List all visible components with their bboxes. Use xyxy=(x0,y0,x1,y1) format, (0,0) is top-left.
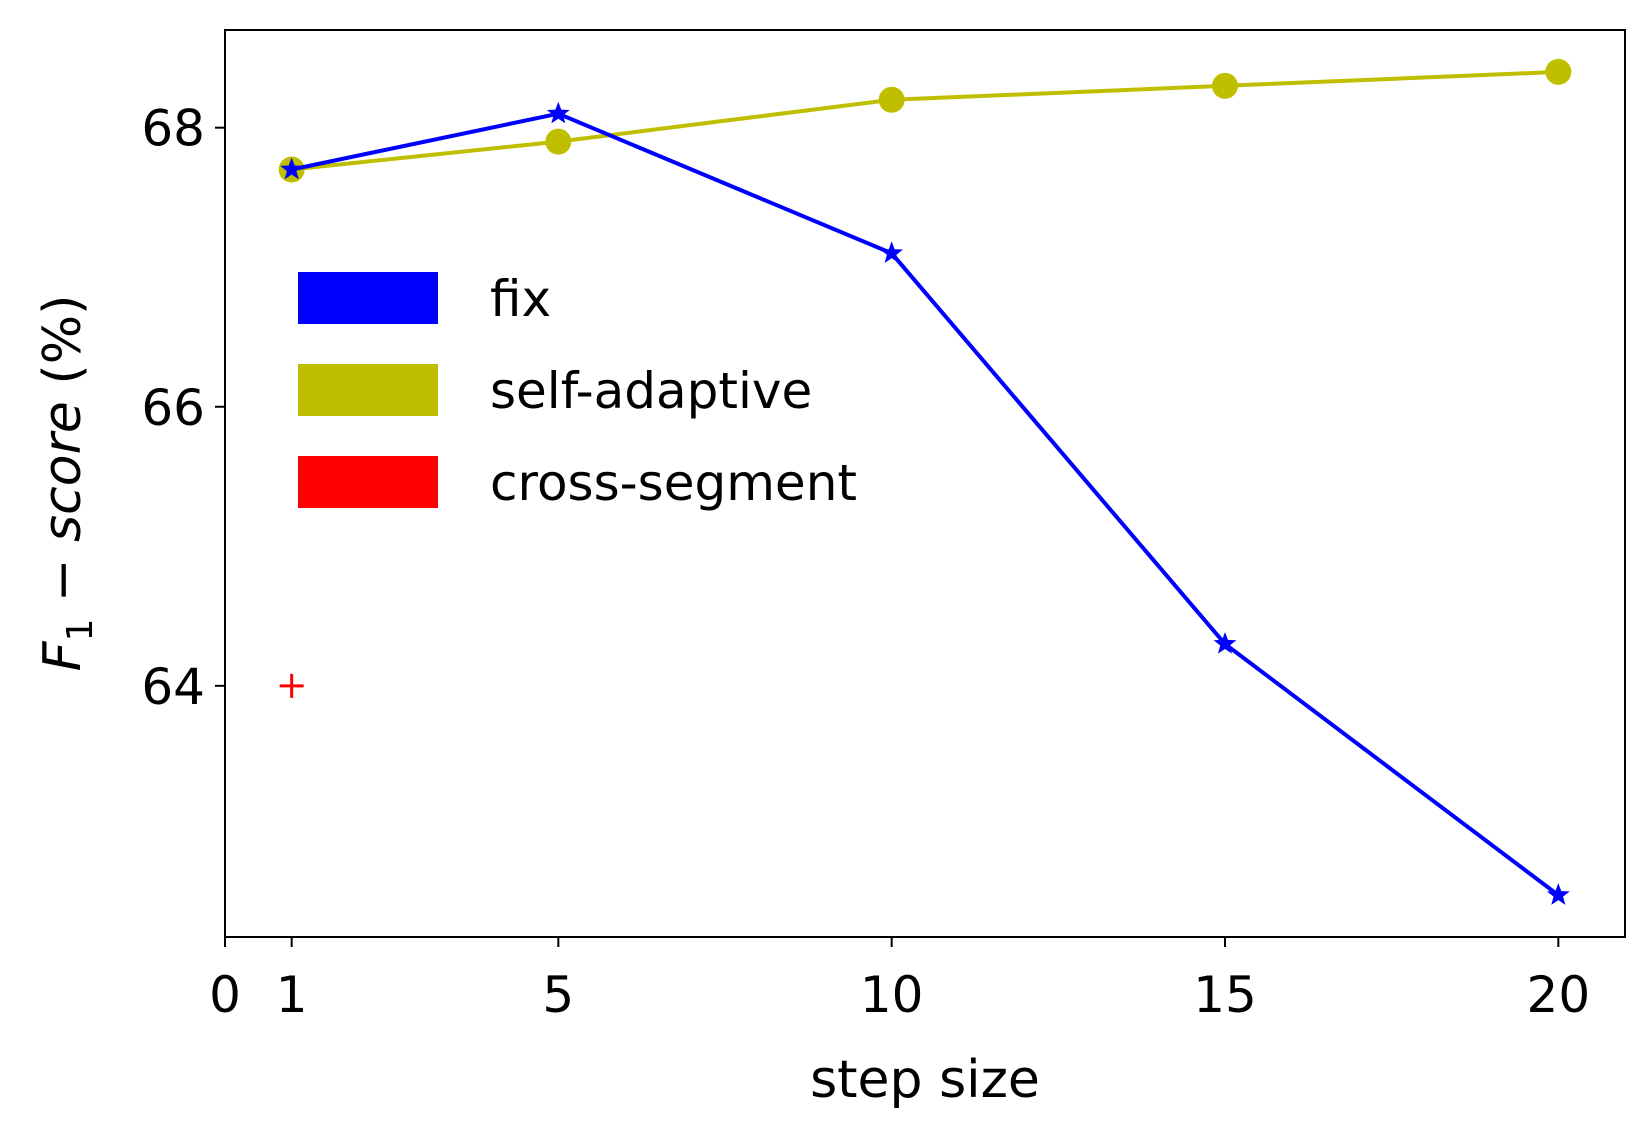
data-point-fix xyxy=(880,241,904,263)
series-fix xyxy=(280,101,1570,905)
y-axis-label: F1 − score (%) xyxy=(33,295,101,672)
legend-label-self-adaptive: self-adaptive xyxy=(490,362,812,420)
x-tick-label: 0 xyxy=(209,966,241,1024)
y-tick-label: 66 xyxy=(141,379,205,437)
y-axis-label-main: F xyxy=(33,640,93,671)
data-point-fix xyxy=(1213,631,1237,654)
legend-label-cross-segment: cross-segment xyxy=(490,454,857,512)
data-point-cross-segment xyxy=(279,673,304,698)
legend-swatch-cross-segment xyxy=(298,456,438,508)
x-tick-label: 5 xyxy=(542,966,574,1024)
data-point-self-adaptive xyxy=(545,128,572,155)
y-tick-label: 64 xyxy=(141,658,205,716)
data-point-self-adaptive xyxy=(1545,58,1572,85)
legend-label-fix: fix xyxy=(490,270,551,328)
series-line-fix xyxy=(291,111,1560,897)
series-cross-segment xyxy=(279,673,304,698)
data-point-self-adaptive xyxy=(1212,72,1238,99)
legend-swatch-fix xyxy=(298,272,438,324)
y-axis-label-rest: − xyxy=(33,542,93,619)
series-line-self-adaptive xyxy=(291,69,1559,172)
data-point-fix xyxy=(546,101,570,124)
y-axis-label-unit: (%) xyxy=(33,295,93,402)
y-axis-label-sub: 1 xyxy=(60,619,101,642)
legend: fix self-adaptive cross-segment xyxy=(298,270,857,512)
x-tick-label: 20 xyxy=(1527,966,1591,1024)
x-axis-label: step size xyxy=(810,1050,1040,1110)
y-tick-label: 68 xyxy=(141,100,205,158)
plot-area xyxy=(278,58,1572,905)
x-axis: 0 1 5 10 15 20 xyxy=(209,937,1590,1024)
x-tick-label: 10 xyxy=(860,966,924,1024)
y-axis: 64 66 68 xyxy=(141,100,225,716)
legend-swatch-self-adaptive xyxy=(298,364,438,416)
x-tick-label: 1 xyxy=(276,966,308,1024)
data-point-self-adaptive xyxy=(878,86,905,113)
data-point-fix xyxy=(1546,883,1570,905)
series-self-adaptive xyxy=(278,58,1572,183)
y-axis-label-italic: score xyxy=(33,401,93,542)
x-tick-label: 15 xyxy=(1193,966,1257,1024)
data-point-fix xyxy=(280,157,304,180)
plot-frame xyxy=(224,29,1626,938)
